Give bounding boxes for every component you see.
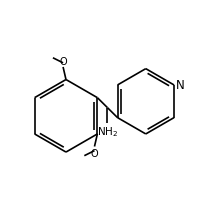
Text: NH$_2$: NH$_2$	[97, 124, 118, 138]
Text: O: O	[59, 56, 67, 66]
Text: N: N	[175, 79, 184, 92]
Text: O: O	[91, 148, 98, 158]
